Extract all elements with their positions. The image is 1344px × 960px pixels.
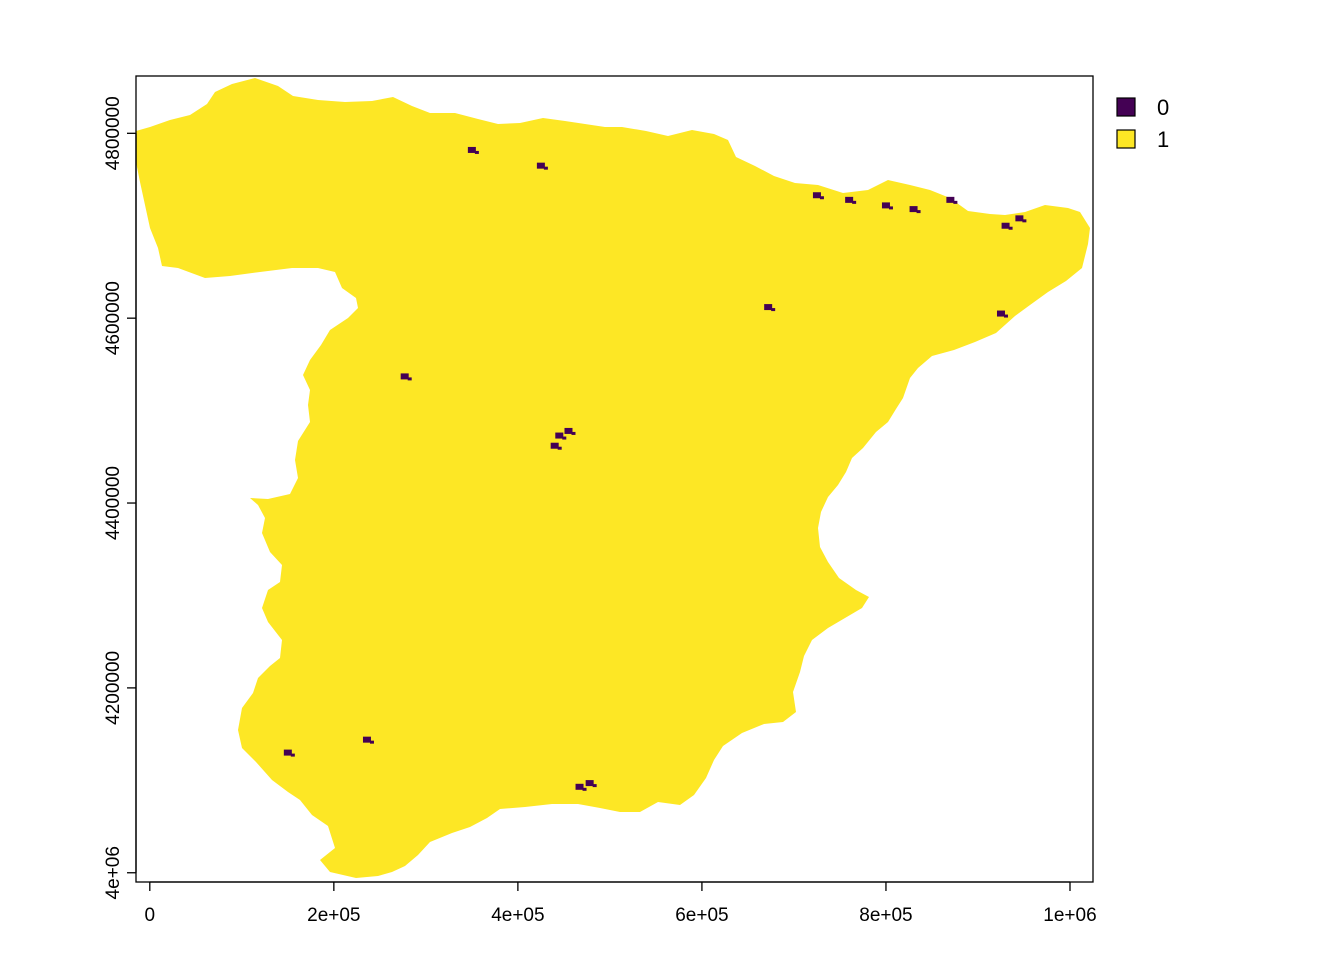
class-0-patch-fragment [1022,219,1027,223]
class-0-patch [764,304,773,311]
x-tick-label: 8e+05 [859,905,912,926]
class-0-patch-fragment [557,446,562,450]
class-0-patch [845,196,854,203]
y-tick-label: 4e+06 [103,846,124,899]
class-0-patch [909,206,918,213]
legend-swatch-1 [1116,129,1136,149]
class-0-patch [1001,222,1010,229]
class-0-patch [881,202,890,209]
raster-layer [136,78,1090,878]
class-0-patch [283,749,292,756]
class-0-patch-fragment [592,784,597,788]
class-0-patch-fragment [916,210,921,214]
class-0-patch [362,736,371,743]
x-tick-label: 2e+05 [307,905,360,926]
class-0-patch [585,780,594,787]
class-0-patch-fragment [1008,226,1013,230]
class-0-patch [564,427,573,434]
x-tick-label: 1e+06 [1043,905,1096,926]
class-0-patch-fragment [290,753,295,757]
x-tick-label: 0 [145,905,156,926]
y-tick-label: 4200000 [103,651,124,725]
class-0-patch [575,783,584,790]
class-0-patch [467,146,476,153]
class-0-patch-fragment [543,166,548,170]
legend-label-1: 1 [1157,127,1169,152]
y-axis: 4e+06 4200000 4400000 4600000 4800000 [103,96,137,899]
class-0-patch [550,442,559,449]
x-tick-label: 6e+05 [675,905,728,926]
class-0-patch-fragment [888,206,893,210]
class-0-patch-fragment [407,377,412,381]
x-tick-label: 4e+05 [491,905,544,926]
y-tick-label: 4400000 [103,466,124,540]
class-0-patch-fragment [1003,314,1008,318]
class-0-patch-fragment [771,308,776,312]
class-0-patch [536,162,545,169]
class-0-patch-fragment [852,200,857,204]
class-0-patch-fragment [571,431,576,435]
legend-swatch-0 [1116,97,1136,117]
class-0-patch [1015,215,1024,222]
class-0-patch-fragment [474,150,479,154]
class-0-patch-fragment [819,196,824,200]
legend-label-0: 0 [1157,95,1169,120]
class-0-patches [283,146,1027,791]
y-tick-label: 4600000 [103,281,124,355]
class-0-patch [555,432,564,439]
class-0-patch [946,196,955,203]
y-tick-label: 4800000 [103,96,124,170]
class-0-patch-fragment [953,200,958,204]
legend: 01 [1116,95,1169,152]
class-0-patch [400,373,409,380]
land-area-class-1 [136,78,1090,878]
class-0-patch-fragment [369,740,374,744]
x-axis: 0 2e+05 4e+05 6e+05 8e+05 1e+06 [145,881,1097,926]
class-0-patch-fragment [582,787,587,791]
class-0-patch [996,310,1005,317]
class-0-patch-fragment [562,436,567,440]
class-0-patch [812,192,821,199]
